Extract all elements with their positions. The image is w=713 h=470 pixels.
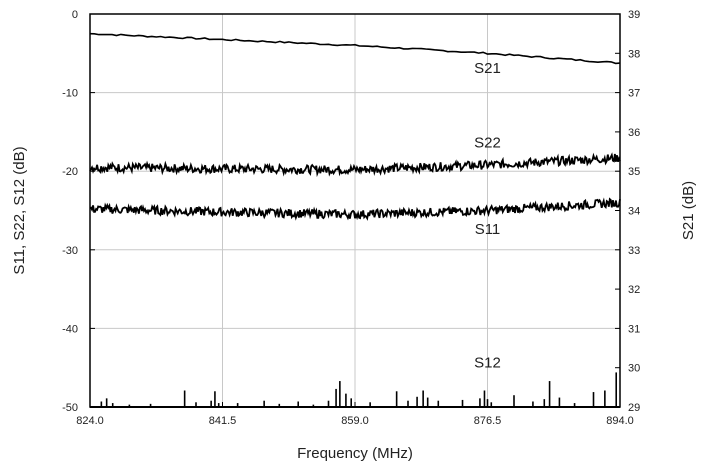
series-labels: S21 S22 S11 S12 (474, 60, 501, 372)
y-right-tick-label-6: 33 (628, 245, 640, 257)
x-axis-label: Frequency (MHz) (297, 445, 413, 462)
y-right-tick-label-0: 39 (628, 9, 640, 21)
y-right-tick-label-4: 35 (628, 166, 640, 178)
x-tick-label-4: 894.0 (606, 415, 634, 427)
series-s11-line (89, 197, 621, 221)
series-label-s22: S22 (474, 135, 501, 152)
series-s21-line (89, 32, 621, 65)
y-left-tick-label-0: 0 (72, 9, 78, 21)
x-tick-label-3: 876.5 (474, 415, 502, 427)
y-left-tick-label-1: -10 (62, 88, 78, 100)
y-right-tick-label-9: 30 (628, 363, 640, 375)
x-tick-label-0: 824.0 (76, 415, 104, 427)
series-label-s11: S11 (475, 221, 501, 238)
y-right-tick-label-5: 34 (628, 206, 640, 218)
y-right-tick-label-2: 37 (628, 88, 640, 100)
y-right-tick-label-3: 36 (628, 127, 640, 139)
x-tick-label-1: 841.5 (209, 415, 237, 427)
y-right-tick-label-1: 38 (628, 48, 640, 60)
y-left-tick-label-5: -50 (62, 402, 78, 414)
y-left-tick-label-2: -20 (62, 166, 78, 178)
y-axis-label-left: S11, S22, S12 (dB) (11, 146, 28, 274)
series-label-s12: S12 (474, 355, 501, 372)
series-s22-line (89, 152, 621, 178)
y-left-tick-label-4: -40 (62, 323, 78, 335)
y-right-tick-label-7: 32 (628, 284, 640, 296)
y-axis-label-right: S21 (dB) (680, 181, 697, 240)
y-left-tick-label-3: -30 (62, 245, 78, 257)
x-tick-label-2: 859.0 (341, 415, 369, 427)
y-right-tick-label-8: 31 (628, 323, 640, 335)
ticks: 824.0 841.5 859.0 876.5 894.0 0 -10 -20 -30 -40 -5… (62, 9, 640, 427)
y-right-tick-label-10: 29 (628, 402, 640, 414)
series-label-s21: S21 (474, 60, 501, 77)
